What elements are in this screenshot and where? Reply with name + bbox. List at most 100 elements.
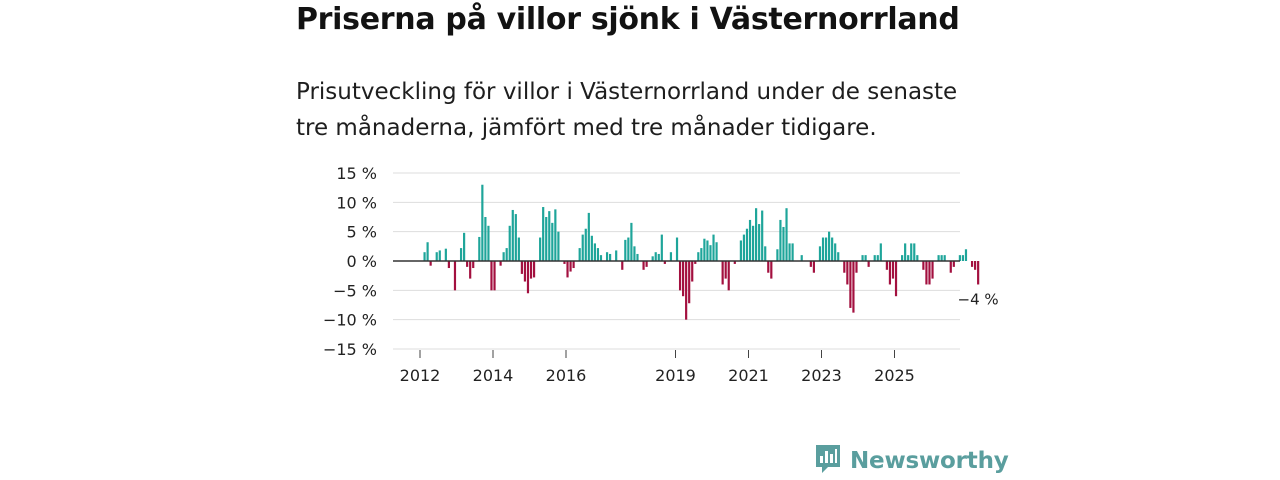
bar xyxy=(846,261,849,285)
bar xyxy=(435,252,438,261)
chart-subtitle: Prisutveckling för villor i Västernorrla… xyxy=(296,79,958,141)
x-tick-label: 2012 xyxy=(400,366,441,385)
bar xyxy=(764,246,767,261)
bar xyxy=(484,217,487,261)
bar xyxy=(977,261,980,285)
bar xyxy=(572,261,575,269)
last-value-label: −4 % xyxy=(958,291,999,309)
bar xyxy=(630,222,633,261)
bar-chart-speech-bubble-icon xyxy=(814,443,842,479)
bar xyxy=(694,261,697,264)
bar xyxy=(691,261,694,282)
bar xyxy=(748,219,752,261)
bar xyxy=(706,240,709,261)
bar xyxy=(964,249,968,261)
bar xyxy=(660,234,663,261)
bar xyxy=(514,214,517,261)
bar xyxy=(493,261,496,291)
bar xyxy=(721,261,724,285)
bar xyxy=(481,184,484,261)
bar xyxy=(821,237,825,261)
bar xyxy=(675,237,679,261)
bar xyxy=(438,250,441,261)
bar xyxy=(545,217,548,261)
y-tick-label: −15 % xyxy=(323,340,377,359)
bar xyxy=(961,255,965,261)
bar xyxy=(469,261,472,279)
bar xyxy=(727,261,730,291)
bar xyxy=(605,252,609,261)
bars xyxy=(423,184,980,320)
bar xyxy=(539,237,542,261)
bar xyxy=(922,261,925,270)
bar xyxy=(879,243,882,261)
bar xyxy=(472,261,475,269)
bar xyxy=(685,261,688,320)
bar xyxy=(867,261,870,267)
bar xyxy=(645,261,648,267)
bar xyxy=(767,261,770,273)
bar xyxy=(800,255,803,261)
bar xyxy=(551,222,554,261)
bar xyxy=(532,261,536,278)
bar xyxy=(654,252,657,261)
bar xyxy=(782,226,785,261)
bar xyxy=(423,252,426,261)
bar xyxy=(523,261,527,282)
bar xyxy=(855,261,858,273)
bar xyxy=(526,261,530,294)
bar xyxy=(907,255,910,261)
y-tick-label: −10 % xyxy=(323,311,377,330)
bar xyxy=(739,240,742,261)
bar xyxy=(925,261,928,285)
bar xyxy=(791,243,794,261)
bar xyxy=(426,242,429,261)
bar xyxy=(812,261,815,273)
x-axis: 2012 2014 2016 2019 2021 2023 2025 xyxy=(400,350,915,385)
bar xyxy=(876,255,879,261)
x-tick-label: 2023 xyxy=(801,366,842,385)
bar xyxy=(837,252,840,261)
bar xyxy=(444,248,447,261)
bar xyxy=(888,261,892,285)
bar xyxy=(751,225,755,261)
x-tick-label: 2014 xyxy=(473,366,514,385)
bar xyxy=(724,261,727,279)
bar xyxy=(642,261,645,270)
bar xyxy=(651,256,654,261)
bar xyxy=(910,243,913,261)
bar xyxy=(770,261,773,279)
bar xyxy=(599,255,603,261)
bar xyxy=(788,243,791,261)
bar xyxy=(505,248,508,261)
bar xyxy=(499,261,502,266)
bar xyxy=(861,255,864,261)
bar xyxy=(970,261,974,267)
y-tick-label: −5 % xyxy=(333,281,377,300)
bar xyxy=(459,248,463,261)
x-tick-label: 2021 xyxy=(728,366,769,385)
bar xyxy=(873,255,876,261)
bar xyxy=(520,261,523,274)
x-tick-label: 2025 xyxy=(874,366,915,385)
bar xyxy=(453,261,457,291)
bar xyxy=(864,255,867,261)
bar xyxy=(678,261,682,291)
bar xyxy=(745,228,749,261)
bar xyxy=(633,246,636,261)
bar xyxy=(852,261,855,313)
bar xyxy=(429,261,432,266)
bar xyxy=(478,236,481,261)
bar xyxy=(824,237,828,261)
bar xyxy=(669,252,673,261)
bar xyxy=(733,261,736,264)
bar xyxy=(447,261,450,269)
bar xyxy=(508,225,511,261)
bar xyxy=(916,255,919,261)
bar xyxy=(703,238,706,261)
y-axis-labels: 15 % 10 % 5 % 0 % −5 % −10 % −15 % xyxy=(323,164,377,359)
bar xyxy=(928,261,931,285)
y-tick-label: 5 % xyxy=(347,223,377,242)
bar xyxy=(776,249,779,261)
bar xyxy=(487,225,490,261)
